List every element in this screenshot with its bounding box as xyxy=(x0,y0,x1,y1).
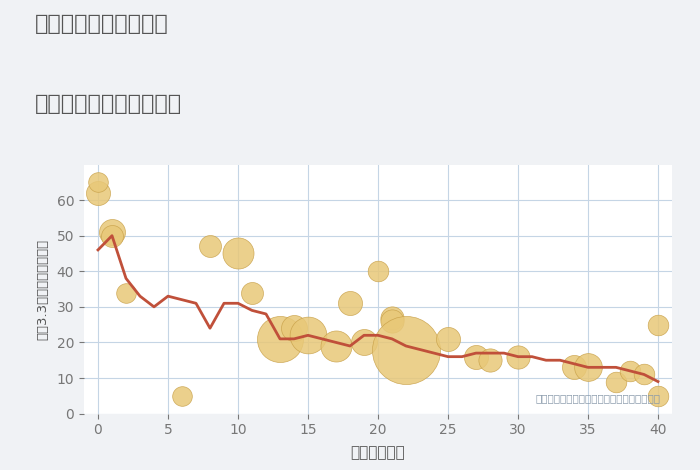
Point xyxy=(288,324,300,332)
Point xyxy=(638,371,650,378)
Point xyxy=(582,364,594,371)
Point xyxy=(484,356,496,364)
Point xyxy=(386,317,398,325)
Point xyxy=(400,346,412,353)
Point xyxy=(204,243,216,250)
Point xyxy=(106,232,118,239)
Y-axis label: 坪（3.3㎡）単価（万円）: 坪（3.3㎡）単価（万円） xyxy=(36,238,50,340)
Point xyxy=(512,353,524,360)
Point xyxy=(442,335,454,343)
Point xyxy=(92,189,104,197)
Point xyxy=(372,267,384,275)
Point xyxy=(568,364,580,371)
Point xyxy=(610,378,622,385)
Point xyxy=(176,392,188,399)
Text: 円の大きさは、取引のあった物件面積を示す: 円の大きさは、取引のあった物件面積を示す xyxy=(536,394,660,404)
Point xyxy=(470,353,482,360)
Text: 築年数別中古戸建て価格: 築年数別中古戸建て価格 xyxy=(35,94,182,114)
Text: 福岡県柳川市城南町の: 福岡県柳川市城南町の xyxy=(35,14,169,34)
Point xyxy=(246,289,258,297)
Point xyxy=(274,335,286,343)
Point xyxy=(652,392,664,399)
Point xyxy=(302,331,314,339)
Point xyxy=(232,250,244,257)
Point xyxy=(358,339,370,346)
Point xyxy=(120,289,132,297)
X-axis label: 築年数（年）: 築年数（年） xyxy=(351,446,405,461)
Point xyxy=(624,367,636,375)
Point xyxy=(344,299,356,307)
Point xyxy=(386,314,398,321)
Point xyxy=(652,321,664,329)
Point xyxy=(106,228,118,236)
Point xyxy=(330,342,342,350)
Point xyxy=(92,179,104,186)
